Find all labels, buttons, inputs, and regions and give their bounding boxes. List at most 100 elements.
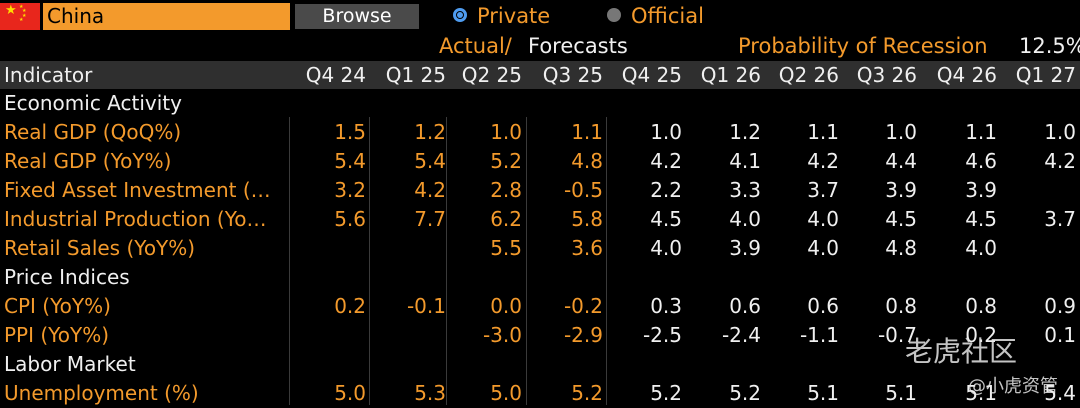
actual-value-cell: -0.1 bbox=[406, 294, 446, 318]
recession-probability-value: 12.5% bbox=[1019, 34, 1080, 58]
forecast-value-cell: 4.4 bbox=[885, 149, 917, 173]
forecast-value-cell: 4.2 bbox=[1044, 149, 1076, 173]
actual-value-cell: 1.0 bbox=[490, 120, 522, 144]
forecast-value-cell: 5.1 bbox=[807, 381, 839, 405]
actual-value-cell: -2.9 bbox=[563, 323, 603, 347]
forecast-value-cell: 4.0 bbox=[650, 236, 682, 260]
actual-value-cell: 1.1 bbox=[571, 120, 603, 144]
forecast-value-cell: 4.8 bbox=[885, 236, 917, 260]
actual-value-cell: 0.0 bbox=[490, 294, 522, 318]
period-column-header: Q4 24 bbox=[305, 63, 366, 87]
actual-value-cell: 3.2 bbox=[334, 178, 366, 202]
radio-unselected-icon bbox=[607, 8, 621, 22]
forecast-value-cell: 4.0 bbox=[807, 236, 839, 260]
forecast-value-cell: 4.6 bbox=[965, 149, 997, 173]
table-row[interactable]: Real GDP (QoQ%) 1.5 1.2 1.0 1.1 1.0 1.2 1.1 1.0 1… bbox=[0, 118, 1080, 147]
section-header-row: Economic Activity bbox=[0, 89, 1080, 118]
table-header-row: Indicator Q4 24 Q1 25 Q2 25 Q3 25 Q4 25 Q1 26… bbox=[0, 61, 1080, 89]
period-column-header: Q4 25 bbox=[621, 63, 682, 87]
indicator-label: Real GDP (YoY%) bbox=[4, 149, 172, 173]
period-column-header: Q3 26 bbox=[856, 63, 917, 87]
indicator-column-header: Indicator bbox=[4, 63, 93, 87]
period-column-header: Q3 25 bbox=[542, 63, 603, 87]
radio-official[interactable]: Official bbox=[607, 4, 704, 29]
radio-selected-icon bbox=[453, 8, 467, 22]
indicator-label: Fixed Asset Investment (… bbox=[4, 178, 271, 202]
period-column-header: Q1 25 bbox=[385, 63, 446, 87]
actual-label: Actual/ bbox=[439, 34, 512, 58]
forecast-value-cell: 4.5 bbox=[965, 207, 997, 231]
table-row[interactable]: PPI (YoY%) -3.0 -2.9 -2.5 -2.4 -1.1 -0.7 0.2 0.1 bbox=[0, 321, 1080, 350]
forecast-value-cell: 3.3 bbox=[729, 178, 761, 202]
actual-value-cell: 5.2 bbox=[571, 381, 603, 405]
forecast-value-cell: 0.3 bbox=[650, 294, 682, 318]
actual-value-cell: 5.6 bbox=[334, 207, 366, 231]
forecast-value-cell: 2.2 bbox=[650, 178, 682, 202]
column-divider bbox=[289, 117, 290, 405]
actual-value-cell: -0.5 bbox=[563, 178, 603, 202]
recession-probability-label: Probability of Recession bbox=[738, 34, 988, 58]
period-column-header: Q2 26 bbox=[778, 63, 839, 87]
forecast-value-cell: 4.1 bbox=[729, 149, 761, 173]
radio-private[interactable]: Private bbox=[453, 4, 550, 29]
forecast-value-cell: 3.9 bbox=[965, 178, 997, 202]
forecast-value-cell: 4.2 bbox=[650, 149, 682, 173]
actual-value-cell: 5.2 bbox=[490, 149, 522, 173]
country-selector-input[interactable]: China bbox=[43, 3, 290, 30]
actual-value-cell: -3.0 bbox=[482, 323, 522, 347]
table-row[interactable]: Industrial Production (Yo… 5.6 7.7 6.2 5.8 4.… bbox=[0, 205, 1080, 234]
indicator-label: Real GDP (QoQ%) bbox=[4, 120, 182, 144]
section-header-row: Labor Market bbox=[0, 350, 1080, 379]
forecast-value-cell: 0.2 bbox=[965, 323, 997, 347]
actual-value-cell: 3.6 bbox=[571, 236, 603, 260]
forecast-value-cell: 5.2 bbox=[650, 381, 682, 405]
forecast-value-cell: 1.0 bbox=[885, 120, 917, 144]
section-label: Labor Market bbox=[4, 352, 136, 376]
indicator-label: PPI (YoY%) bbox=[4, 323, 109, 347]
actual-value-cell: 6.2 bbox=[490, 207, 522, 231]
table-row[interactable]: CPI (YoY%) 0.2 -0.1 0.0 -0.2 0.3 0.6 0.6 0.8 0.8 0… bbox=[0, 292, 1080, 321]
china-flag-icon: ★ ★ ★ ★ ★ bbox=[0, 3, 40, 30]
watermark-logo-text: 老虎社区 bbox=[905, 335, 1018, 368]
top-toolbar: ★ ★ ★ ★ ★ China Browse Private Official bbox=[0, 0, 1080, 31]
forecast-value-cell: 0.8 bbox=[965, 294, 997, 318]
table-row[interactable]: Retail Sales (YoY%) 5.5 3.6 4.0 3.9 4.0 4.8 4.0 bbox=[0, 234, 1080, 263]
forecast-value-cell: 0.6 bbox=[729, 294, 761, 318]
forecast-value-cell: 1.0 bbox=[1044, 120, 1076, 144]
table-row[interactable]: Real GDP (YoY%) 5.4 5.4 5.2 4.8 4.2 4.1 4.2 4.4 4… bbox=[0, 147, 1080, 176]
table-row[interactable]: Unemployment (%) 5.0 5.3 5.0 5.2 5.2 5.2 5.1 5.1… bbox=[0, 379, 1080, 408]
actual-value-cell: 1.5 bbox=[334, 120, 366, 144]
indicator-table: Economic Activity Real GDP (QoQ%) 1.5 1.2 1.… bbox=[0, 89, 1080, 408]
forecast-value-cell: 0.8 bbox=[885, 294, 917, 318]
radio-private-label: Private bbox=[477, 4, 551, 28]
forecasts-label: Forecasts bbox=[528, 34, 628, 58]
forecast-value-cell: 4.0 bbox=[965, 236, 997, 260]
watermark-handle-text: @小虎资管 bbox=[968, 376, 1058, 397]
forecast-value-cell: 0.9 bbox=[1044, 294, 1076, 318]
indicator-label: Industrial Production (Yo… bbox=[4, 207, 267, 231]
forecast-value-cell: 1.2 bbox=[729, 120, 761, 144]
period-column-header: Q4 26 bbox=[936, 63, 997, 87]
section-label: Price Indices bbox=[4, 265, 130, 289]
section-header-row: Price Indices bbox=[0, 263, 1080, 292]
browse-button[interactable]: Browse bbox=[295, 4, 419, 29]
forecast-value-cell: 5.4 bbox=[1044, 381, 1076, 405]
forecast-value-cell: -2.5 bbox=[642, 323, 682, 347]
forecast-value-cell: 0.1 bbox=[1044, 323, 1076, 347]
table-row[interactable]: Fixed Asset Investment (… 3.2 4.2 2.8 -0.5 2.… bbox=[0, 176, 1080, 205]
column-divider bbox=[606, 117, 607, 405]
actual-value-cell: 5.5 bbox=[490, 236, 522, 260]
forecast-value-cell: 1.0 bbox=[650, 120, 682, 144]
actual-value-cell: 5.0 bbox=[490, 381, 522, 405]
section-label: Economic Activity bbox=[4, 91, 182, 115]
actual-value-cell: 1.2 bbox=[414, 120, 446, 144]
actual-value-cell: 5.4 bbox=[414, 149, 446, 173]
actual-value-cell: 7.7 bbox=[414, 207, 446, 231]
forecast-value-cell: 3.9 bbox=[729, 236, 761, 260]
indicator-label: Retail Sales (YoY%) bbox=[4, 236, 196, 260]
forecast-value-cell: 3.7 bbox=[1044, 207, 1076, 231]
forecast-value-cell: -1.1 bbox=[799, 323, 839, 347]
indicator-label: Unemployment (%) bbox=[4, 381, 199, 405]
column-divider bbox=[446, 117, 447, 405]
actual-value-cell: 5.4 bbox=[334, 149, 366, 173]
